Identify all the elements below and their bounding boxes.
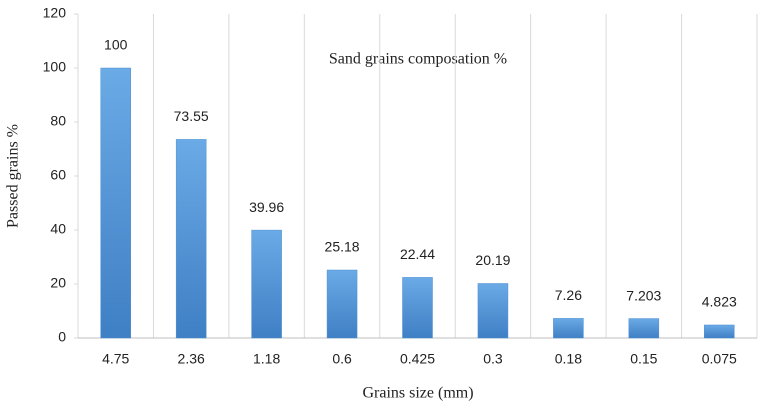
- bar: [402, 277, 433, 339]
- y-axis-label: Passed grains %: [5, 124, 22, 228]
- y-tick-label: 120: [43, 5, 67, 21]
- data-label: 100: [104, 37, 128, 53]
- bar: [100, 67, 131, 339]
- y-tick-label: 60: [50, 167, 66, 183]
- bar: [704, 324, 735, 339]
- x-tick-label: 2.36: [178, 351, 205, 367]
- data-label: 22.44: [400, 246, 435, 262]
- y-tick-label: 40: [50, 221, 66, 237]
- y-tick-label: 80: [50, 113, 66, 129]
- y-tick-label: 0: [58, 329, 66, 345]
- bar: [326, 269, 358, 339]
- y-tick-label: 100: [43, 59, 67, 75]
- bar: [175, 139, 207, 339]
- x-tick-label: 1.18: [253, 351, 280, 367]
- x-tick-label: 4.75: [102, 351, 129, 367]
- data-label: 39.96: [249, 199, 284, 215]
- y-tick-label: 20: [50, 275, 66, 291]
- bar: [251, 229, 282, 339]
- x-tick-label: 0.075: [702, 351, 737, 367]
- data-label: 4.823: [702, 294, 737, 310]
- bar: [553, 318, 584, 339]
- data-label: 73.55: [174, 108, 209, 124]
- chart-title: Sand grains composation %: [329, 51, 507, 68]
- x-axis-label: Grains size (mm): [362, 385, 473, 402]
- x-tick-label: 0.15: [630, 351, 657, 367]
- x-tick-label: 0.425: [400, 351, 435, 367]
- data-label: 20.19: [475, 252, 510, 268]
- data-label: 25.18: [325, 239, 360, 255]
- x-tick-label: 0.3: [483, 351, 503, 367]
- x-tick-label: 0.18: [555, 351, 582, 367]
- data-label: 7.203: [626, 287, 661, 303]
- bar: [628, 318, 660, 339]
- bar: [477, 283, 509, 339]
- data-label: 7.26: [555, 287, 582, 303]
- x-tick-label: 0.6: [332, 351, 352, 367]
